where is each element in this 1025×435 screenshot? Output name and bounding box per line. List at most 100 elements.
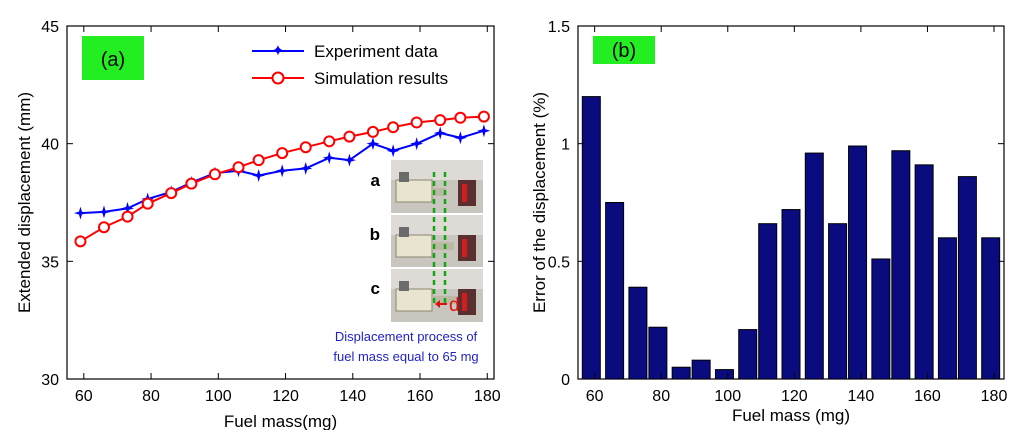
experiment-data-point: [410, 137, 424, 151]
simulation-data-point: [252, 154, 265, 167]
simulation-data-point: [208, 168, 221, 181]
plot-a-y-tick-label: 45: [41, 19, 59, 36]
error-bar: [738, 329, 758, 380]
error-bar: [691, 359, 711, 380]
error-bar: [981, 237, 1001, 380]
legend-simulation-label: Simulation results: [314, 69, 448, 88]
panel-b-tag: (b): [612, 40, 636, 62]
simulation-data-point: [276, 147, 289, 160]
experiment-data-point: [453, 131, 467, 145]
plot-a-y-tick-label: 30: [41, 372, 59, 389]
simulation-data-point: [232, 161, 245, 174]
plot-b-y-tick-label: 1.5: [548, 19, 570, 36]
inset-photo-a: [391, 160, 483, 213]
inset-label-c: c: [371, 279, 380, 298]
plot-a-y-ticks: 30 35 40 45: [41, 19, 494, 389]
plot-a-series: [73, 110, 491, 248]
plot-a-y-tick-label: 35: [41, 254, 59, 271]
experiment-data-point: [342, 153, 356, 167]
simulation-data-point: [477, 110, 490, 123]
plot-a-legend: ✦ Experiment data Simulation results: [252, 42, 448, 88]
legend-simulation-marker: [271, 71, 285, 85]
inset-label-b: b: [370, 225, 380, 244]
experiment-data-point: [386, 144, 400, 158]
experiment-data-point: [299, 161, 313, 175]
error-bar: [891, 150, 911, 380]
plot-b-y-tick-label: 0: [561, 372, 570, 389]
legend-experiment-marker: ✦: [271, 43, 284, 60]
inset-arrowhead-icon: [435, 300, 440, 308]
plot-a-x-tick-label: 60: [75, 388, 93, 405]
experiment-data-point: [366, 137, 380, 151]
plot-b-x-tick-label: 60: [586, 388, 604, 405]
plot-a-x-tick-label: 160: [407, 388, 434, 405]
simulation-data-point: [323, 135, 336, 148]
panel-b-tag-box: [593, 36, 655, 64]
plot-a-x-axis-label: Fuel mass(mg): [224, 412, 337, 430]
error-bar: [605, 202, 625, 380]
simulation-data-point: [165, 187, 178, 200]
simulation-data-point: [121, 210, 134, 223]
simulation-data-point: [299, 141, 312, 154]
plot-b-x-tick-label: 160: [914, 388, 941, 405]
experiment-data-point: [73, 206, 87, 220]
legend-experiment-label: Experiment data: [314, 42, 438, 61]
simulation-data-point: [454, 111, 467, 124]
plot-a-x-tick-label: 140: [339, 388, 366, 405]
plot-a-x-tick-label: 80: [142, 388, 160, 405]
simulation-data-point: [343, 130, 356, 143]
plot-b-y-tick-label: 0.5: [548, 254, 570, 271]
error-bar: [628, 286, 648, 380]
panel-a: 60 80 100 120 140 160 180 30 35 40 45 Fuel mass(m…: [15, 19, 501, 431]
inset-displacement-label: d: [449, 295, 460, 316]
experiment-data-point: [322, 151, 336, 165]
plot-b-y-tick-label: 1: [561, 137, 570, 154]
error-bar: [581, 96, 601, 380]
experiment-data-point: [433, 126, 447, 140]
error-bar: [937, 237, 957, 380]
error-bar: [848, 145, 868, 380]
panel-a-tag: (a): [101, 49, 125, 71]
plot-b-x-tick-label: 180: [981, 388, 1008, 405]
plot-a-y-axis-label: Extended displacement (mm): [15, 92, 34, 313]
error-bar: [648, 326, 668, 380]
inset-caption-line-2: fuel mass equal to 65 mg: [333, 349, 478, 364]
panel-a-tag-box: [82, 36, 144, 80]
plot-b-y-axis-label: Error of the displacement (%): [530, 92, 549, 313]
simulation-data-point: [97, 221, 110, 234]
inset-label-a: a: [371, 171, 381, 190]
plot-a-x-tick-label: 120: [272, 388, 299, 405]
plot-a-x-tick-label: 180: [474, 388, 501, 405]
experiment-data-point: [477, 124, 491, 138]
plot-b-x-tick-label: 140: [848, 388, 875, 405]
experiment-data-point: [121, 201, 135, 215]
simulation-data-point: [185, 177, 198, 190]
error-bar: [714, 369, 734, 380]
error-bar: [871, 258, 891, 380]
error-bar: [781, 209, 801, 380]
plot-b-bars: [581, 96, 1001, 380]
panel-b: 60 80 100 120 140 160 180 0 0.5 1 1.5 Fuel mass (…: [530, 19, 1007, 425]
error-bar: [671, 366, 691, 380]
experiment-data-point: [97, 205, 111, 219]
plot-b-x-tick-label: 120: [781, 388, 808, 405]
error-bar: [828, 223, 848, 380]
experiment-data-point: [252, 168, 266, 182]
simulation-data-point: [74, 235, 87, 248]
simulation-data-point: [141, 197, 154, 210]
inset-photo-b: [391, 215, 483, 267]
plot-b-x-tick-label: 100: [714, 388, 741, 405]
simulation-data-point: [410, 116, 423, 129]
plot-b-y-ticks: 0 0.5 1 1.5: [548, 19, 1004, 389]
error-bar: [758, 223, 778, 380]
error-bar: [804, 152, 824, 380]
inset-caption-line-1: Displacement process of: [335, 329, 478, 344]
inset-photo-sequence: a b c: [333, 160, 483, 364]
inset-photo-c: [391, 269, 483, 322]
plot-a-x-ticks: 60 80 100 120 140 160 180: [75, 26, 501, 405]
simulation-data-point: [387, 121, 400, 134]
error-bar: [914, 164, 934, 380]
plot-a-y-tick-label: 40: [41, 137, 59, 154]
error-bar: [957, 176, 977, 380]
